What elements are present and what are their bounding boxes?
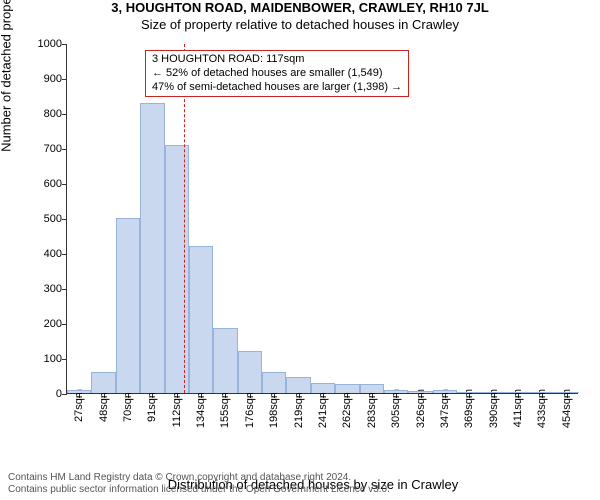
x-tick-label: 411sqm — [512, 389, 524, 427]
histogram-bar — [286, 377, 310, 393]
histogram-bar — [457, 392, 481, 393]
x-tick-label: 27sqm — [73, 389, 85, 422]
page-subtitle: Size of property relative to detached ho… — [0, 17, 600, 32]
footer-line-1: Contains HM Land Registry data © Crown c… — [8, 472, 390, 484]
reference-callout: 3 HOUGHTON ROAD: 117sqm ← 52% of detache… — [145, 50, 409, 97]
histogram-bar — [116, 218, 140, 393]
footer-line-2: Contains public sector information licen… — [8, 484, 390, 496]
x-tick-label: 305sqm — [390, 389, 402, 428]
y-axis-label: Number of detached properties — [0, 0, 14, 152]
y-tick-label: 100 — [44, 353, 62, 365]
plot-area: 27sqm48sqm70sqm91sqm112sqm134sqm155sqm17… — [66, 44, 578, 394]
y-tick — [62, 254, 67, 255]
x-tick-label: 219sqm — [293, 389, 305, 428]
footer: Contains HM Land Registry data © Crown c… — [8, 472, 390, 496]
y-tick — [62, 149, 67, 150]
y-tick-label: 500 — [44, 213, 62, 225]
x-tick-label: 347sqm — [439, 389, 451, 428]
histogram-bar — [165, 145, 189, 394]
y-tick — [62, 114, 67, 115]
y-tick-label: 700 — [44, 143, 62, 155]
y-tick-label: 400 — [44, 248, 62, 260]
histogram-bar — [262, 372, 286, 393]
histogram-bar — [506, 392, 530, 393]
x-tick-label: 155sqm — [219, 389, 231, 428]
histogram-bar — [530, 392, 554, 393]
x-tick-label: 176sqm — [244, 389, 256, 428]
x-tick-label: 48sqm — [98, 389, 110, 422]
x-tick-label: 283sqm — [366, 389, 378, 428]
x-tick-label: 134sqm — [195, 389, 207, 428]
histogram-bar — [481, 392, 505, 393]
y-tick — [62, 79, 67, 80]
x-tick-label: 433sqm — [536, 389, 548, 428]
y-tick-label: 0 — [56, 388, 62, 400]
histogram-bar — [189, 246, 213, 393]
histogram-bar — [360, 384, 384, 393]
x-tick-label: 454sqm — [561, 389, 573, 428]
histogram-bar — [213, 328, 237, 393]
histogram-bar — [311, 383, 335, 394]
y-tick — [62, 289, 67, 290]
histogram-bar — [384, 390, 408, 394]
histogram-bar — [408, 391, 432, 393]
x-tick-label: 112sqm — [171, 389, 183, 427]
y-tick-label: 900 — [44, 73, 62, 85]
y-tick-label: 1000 — [38, 38, 62, 50]
y-tick — [62, 324, 67, 325]
x-tick-label: 70sqm — [122, 389, 134, 422]
y-tick-label: 600 — [44, 178, 62, 190]
histogram-bar — [140, 103, 164, 394]
x-tick-label: 326sqm — [415, 389, 427, 428]
x-tick-label: 91sqm — [146, 389, 158, 422]
x-tick-label: 198sqm — [268, 389, 280, 428]
y-tick — [62, 219, 67, 220]
histogram-bar — [555, 392, 579, 393]
histogram-bar — [67, 390, 91, 393]
histogram-bar — [238, 351, 262, 393]
x-tick-label: 262sqm — [341, 389, 353, 428]
callout-line-1: 3 HOUGHTON ROAD: 117sqm — [152, 53, 402, 67]
x-tick-label: 369sqm — [463, 389, 475, 428]
histogram-bar — [91, 372, 115, 393]
y-tick-label: 800 — [44, 108, 62, 120]
y-tick-label: 200 — [44, 318, 62, 330]
y-tick — [62, 359, 67, 360]
callout-line-2: ← 52% of detached houses are smaller (1,… — [152, 67, 402, 81]
y-tick — [62, 44, 67, 45]
histogram-bar — [335, 384, 359, 393]
x-tick-label: 241sqm — [317, 389, 329, 428]
histogram-chart: Number of detached properties 27sqm48sqm… — [48, 44, 578, 424]
page-title: 3, HOUGHTON ROAD, MAIDENBOWER, CRAWLEY, … — [0, 0, 600, 15]
x-tick-label: 390sqm — [488, 389, 500, 428]
callout-line-3: 47% of semi-detached houses are larger (… — [152, 81, 402, 95]
histogram-bar — [433, 390, 457, 393]
y-tick — [62, 394, 67, 395]
y-tick — [62, 184, 67, 185]
y-tick-label: 300 — [44, 283, 62, 295]
